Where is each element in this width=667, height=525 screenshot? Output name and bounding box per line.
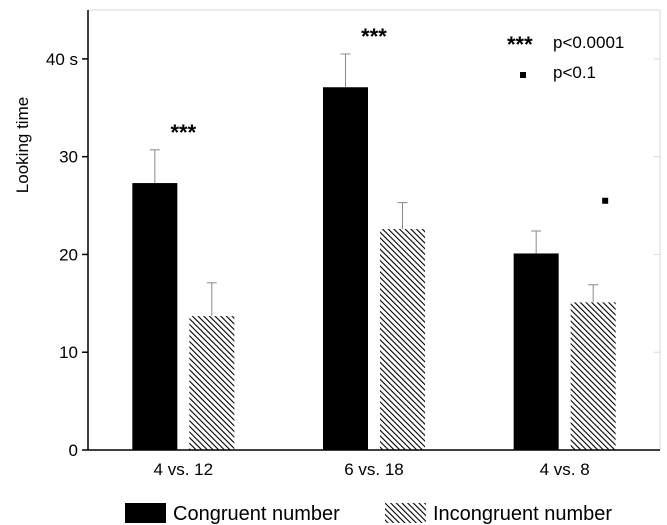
significance-dot [602,197,609,204]
legend: Congruent number Incongruent number [125,503,612,525]
y-tick-label: 20 [59,245,78,264]
significance-stars: *** [170,120,196,145]
x-tick-label: 4 vs. 12 [154,460,214,479]
bar-congruent [132,183,178,451]
x-tick-label: 4 vs. 8 [540,460,590,479]
legend-swatch-congruent [125,503,166,523]
bar-incongruent [570,302,616,450]
key-text-p0001: p<0.0001 [553,33,624,52]
x-axis-tick-labels: 4 vs. 12 6 vs. 18 4 vs. 8 [154,460,590,479]
legend-label-congruent: Congruent number [173,503,340,525]
key-marker-dot [520,72,526,78]
bar-congruent [323,87,368,450]
significance-markers: *** *** [170,24,609,204]
bar-incongruent [380,229,425,450]
y-tick-label: 40 s [46,50,78,69]
significance-stars: *** [361,24,387,49]
error-bars-group [149,53,599,317]
y-axis-ticks: 0 10 20 30 40 s [46,50,660,460]
legend-swatch-incongruent [385,503,426,523]
bars-group [132,87,616,451]
x-tick-label: 6 vs. 18 [344,460,404,479]
key-marker-stars: *** [507,32,533,57]
y-tick-label: 10 [59,343,78,362]
key-text-p01: p<0.1 [553,63,596,82]
y-tick-label: 0 [69,441,78,460]
bar-congruent [513,253,559,450]
y-axis-title: Looking time [13,97,32,193]
bar-incongruent [189,316,235,450]
significance-key: *** p<0.0001 p<0.1 [507,32,624,82]
legend-label-incongruent: Incongruent number [433,503,612,525]
y-tick-label: 30 [59,148,78,167]
